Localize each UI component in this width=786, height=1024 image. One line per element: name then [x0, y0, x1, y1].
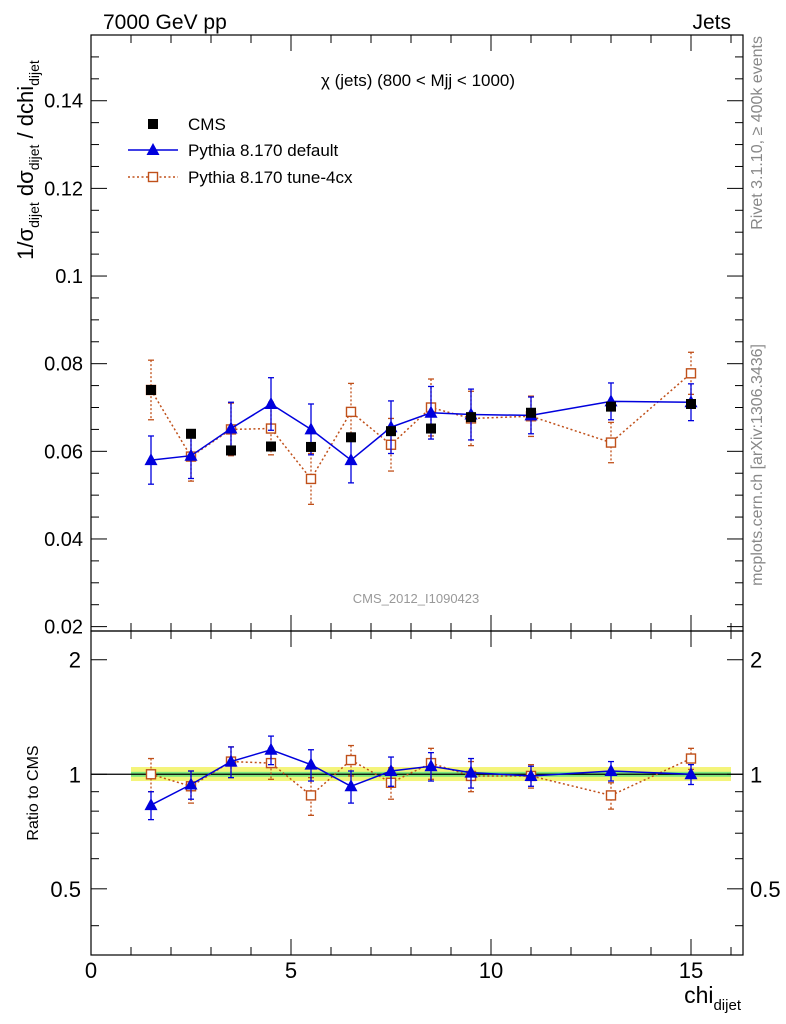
- tune-point: [685, 368, 697, 379]
- default-point: [344, 453, 358, 466]
- cms-point: [306, 441, 316, 452]
- ratio-y-tick-label: 2: [69, 648, 81, 673]
- default-point: [424, 405, 438, 418]
- y-tick-label: 0.1: [55, 266, 83, 288]
- default-point: [304, 757, 318, 770]
- x-tick-label: 5: [285, 958, 297, 983]
- default-point: [224, 754, 238, 767]
- cms-point: [686, 398, 696, 409]
- default-point: [384, 764, 398, 777]
- legend-label-cms: CMS: [188, 115, 226, 134]
- default-point: [144, 798, 158, 811]
- header-left: 7000 GeV pp: [103, 11, 227, 34]
- legend-marker-tune: [147, 171, 159, 183]
- default-point: [224, 421, 238, 434]
- tune-point: [345, 406, 357, 418]
- default-point: [304, 422, 318, 435]
- tune-line: [150, 757, 692, 797]
- cms-point: [466, 412, 476, 423]
- default-point: [424, 759, 438, 772]
- default-line: [150, 400, 692, 462]
- cms-point: [186, 428, 196, 439]
- rivet-label: Rivet 3.1.10, ≥ 400k events: [749, 36, 766, 230]
- ratio-ylabel: Ratio to CMS: [25, 745, 42, 840]
- header-right: Jets: [692, 11, 731, 34]
- legend-label-tune: Pythia 8.170 tune-4cx: [188, 168, 353, 187]
- ratio-y-tick-label: 1: [69, 762, 81, 787]
- default-point: [524, 768, 538, 781]
- svg-text:1/σdijet dσdijet / dchidijet: 1/σdijet dσdijet / dchidijet: [13, 60, 42, 260]
- cms-point: [226, 445, 236, 456]
- legend: CMS Pythia 8.170 default Pythia 8.170 tune…: [128, 115, 353, 187]
- default-point: [184, 777, 198, 790]
- legend-marker-default: [146, 143, 160, 155]
- cms-point: [386, 426, 396, 437]
- x-axis-label: chidijet: [684, 982, 742, 1014]
- ratio-frame: [90, 630, 744, 956]
- main-panel: χ (jets) (800 < Mjj < 1000) CMS_2012_I10…: [44, 34, 744, 639]
- default-point: [684, 767, 698, 780]
- ratio-y-tick-label-right: 2: [750, 648, 762, 673]
- default-point: [144, 453, 158, 466]
- tune-point: [605, 437, 617, 448]
- legend-label-default: Pythia 8.170 default: [188, 141, 339, 160]
- watermark-label: CMS_2012_I1090423: [353, 591, 480, 606]
- x-tick-label: 15: [679, 958, 703, 983]
- ratio-y-tick-label-right: 1: [750, 762, 762, 787]
- main-title: χ (jets) (800 < Mjj < 1000): [321, 71, 515, 90]
- tune-point: [145, 769, 157, 780]
- y-tick-label: 0.14: [44, 91, 83, 113]
- main-ylabel: 1/σdijet dσdijet / dchidijet: [13, 60, 42, 260]
- default-point: [604, 764, 618, 777]
- ratio-y-tick-label-right: 0.5: [750, 877, 781, 902]
- y-tick-label: 0.12: [44, 178, 83, 200]
- default-point: [184, 448, 198, 461]
- default-point: [464, 765, 478, 778]
- cms-point: [146, 384, 156, 395]
- tune-point: [685, 753, 697, 764]
- y-tick-label: 0.02: [44, 617, 83, 639]
- cms-point: [346, 432, 356, 443]
- y-tick-label: 0.04: [44, 529, 83, 551]
- ratio-panel: 0.5 0.5 1 1 2 2 0 5 10 15: [50, 630, 781, 983]
- y-tick-label: 0.06: [44, 441, 83, 463]
- x-tick-label: 10: [479, 958, 503, 983]
- ratio-y-tick-label: 0.5: [50, 877, 81, 902]
- default-point: [264, 742, 278, 755]
- cms-point: [426, 423, 436, 434]
- tune-point: [305, 473, 317, 485]
- tune-point: [605, 790, 617, 801]
- x-tick-label: 0: [85, 958, 97, 983]
- default-point: [344, 779, 358, 792]
- default-point: [264, 396, 278, 409]
- cms-point: [266, 441, 276, 452]
- cms-point: [526, 407, 536, 418]
- mcplots-label: mcplots.cern.ch [arXiv:1306.3436]: [749, 344, 766, 586]
- cms-point: [606, 401, 616, 412]
- legend-marker-cms: [148, 119, 158, 129]
- default-line: [150, 748, 692, 806]
- tune-point: [305, 790, 317, 801]
- y-tick-label: 0.08: [44, 354, 83, 376]
- tune-point: [345, 754, 357, 766]
